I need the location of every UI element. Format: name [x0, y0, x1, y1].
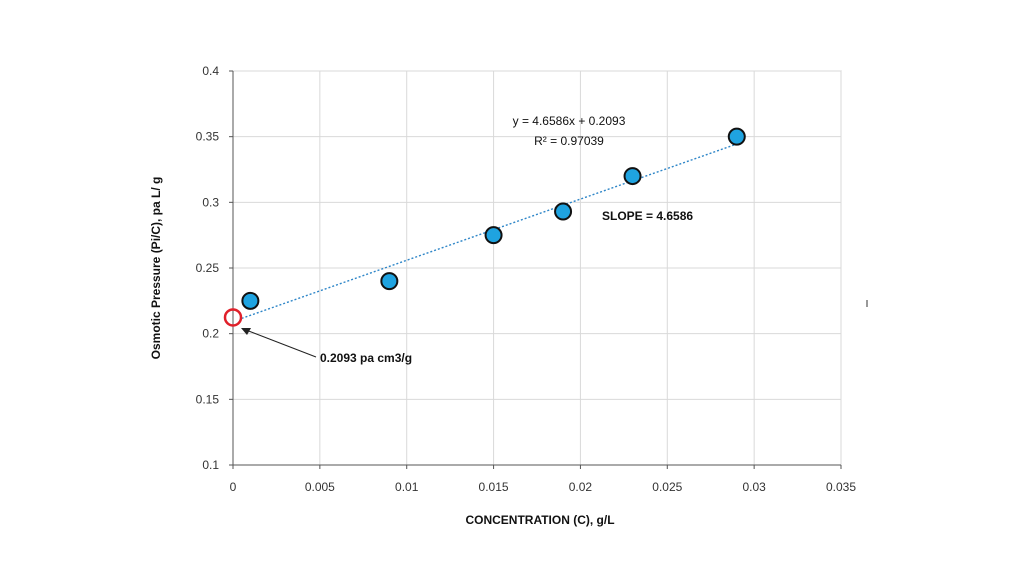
intercept-label: 0.2093 pa cm3/g [320, 351, 412, 365]
trendline-layer [241, 143, 738, 320]
x-tick-label: 0.025 [652, 480, 682, 494]
x-tick-label: 0.02 [569, 480, 593, 494]
y-tick-label: 0.15 [196, 392, 220, 406]
slope-label: SLOPE = 4.6586 [602, 209, 693, 223]
x-tick-label: 0.005 [305, 480, 335, 494]
x-tick-label: 0.03 [742, 480, 766, 494]
data-points [241, 127, 746, 310]
x-tick-label: 0.015 [479, 480, 509, 494]
x-tick-label: 0.035 [826, 480, 856, 494]
y-tick-label: 0.2 [202, 327, 219, 341]
r-squared-label: R² = 0.97039 [534, 134, 604, 148]
data-point [727, 127, 746, 146]
x-tick-labels: 0 0.005 0.01 0.015 0.02 0.025 0.03 0.035 [230, 480, 857, 494]
data-point [241, 291, 260, 310]
intercept-arrowhead [241, 328, 251, 335]
data-point [484, 226, 503, 245]
x-axis-label: CONCENTRATION (C), g/L [465, 513, 614, 527]
data-point [554, 202, 573, 221]
stray-mark [866, 300, 868, 307]
data-point [380, 272, 399, 291]
intercept-arrow [245, 329, 317, 358]
grid-lines [232, 70, 842, 466]
y-tick-label: 0.35 [196, 130, 220, 144]
y-tick-labels: 0.1 0.15 0.2 0.25 0.3 0.35 0.4 [196, 64, 220, 472]
axes [229, 70, 842, 469]
y-tick-label: 0.1 [202, 458, 219, 472]
y-tick-label: 0.25 [196, 261, 220, 275]
data-point [623, 167, 642, 186]
x-tick-label: 0.01 [395, 480, 419, 494]
x-tick-label: 0 [230, 480, 237, 494]
annotations: y = 4.6586x + 0.2093 R² = 0.97039 SLOPE … [223, 114, 693, 365]
y-tick-label: 0.3 [202, 195, 219, 209]
trendline-equation: y = 4.6586x + 0.2093 [513, 114, 626, 128]
y-tick-label: 0.4 [202, 64, 219, 78]
trendline [241, 143, 738, 320]
intercept-marker [223, 308, 243, 327]
y-axis-label: Osmotic Pressure (Pi/C), pa L/ g [149, 177, 163, 360]
